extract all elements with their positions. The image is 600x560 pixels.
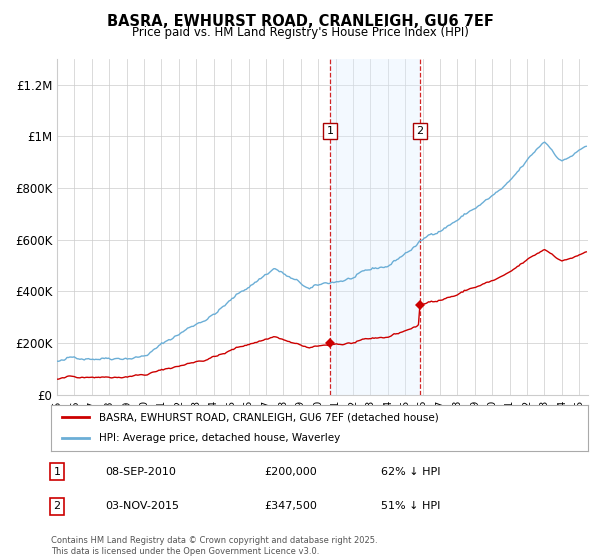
Text: 2: 2: [53, 501, 61, 511]
Text: 08-SEP-2010: 08-SEP-2010: [105, 467, 176, 477]
Text: Price paid vs. HM Land Registry's House Price Index (HPI): Price paid vs. HM Land Registry's House …: [131, 26, 469, 39]
Text: Contains HM Land Registry data © Crown copyright and database right 2025.
This d: Contains HM Land Registry data © Crown c…: [51, 536, 377, 556]
Text: 2: 2: [416, 126, 424, 136]
Text: £200,000: £200,000: [264, 467, 317, 477]
Bar: [330, 59, 420, 395]
Text: BASRA, EWHURST ROAD, CRANLEIGH, GU6 7EF: BASRA, EWHURST ROAD, CRANLEIGH, GU6 7EF: [107, 14, 493, 29]
Text: 51% ↓ HPI: 51% ↓ HPI: [381, 501, 440, 511]
Text: HPI: Average price, detached house, Waverley: HPI: Average price, detached house, Wave…: [100, 433, 341, 444]
Text: 1: 1: [326, 126, 334, 136]
Text: BASRA, EWHURST ROAD, CRANLEIGH, GU6 7EF (detached house): BASRA, EWHURST ROAD, CRANLEIGH, GU6 7EF …: [100, 412, 439, 422]
Text: 03-NOV-2015: 03-NOV-2015: [105, 501, 179, 511]
Text: 1: 1: [53, 467, 61, 477]
Text: 62% ↓ HPI: 62% ↓ HPI: [381, 467, 440, 477]
Text: £347,500: £347,500: [264, 501, 317, 511]
